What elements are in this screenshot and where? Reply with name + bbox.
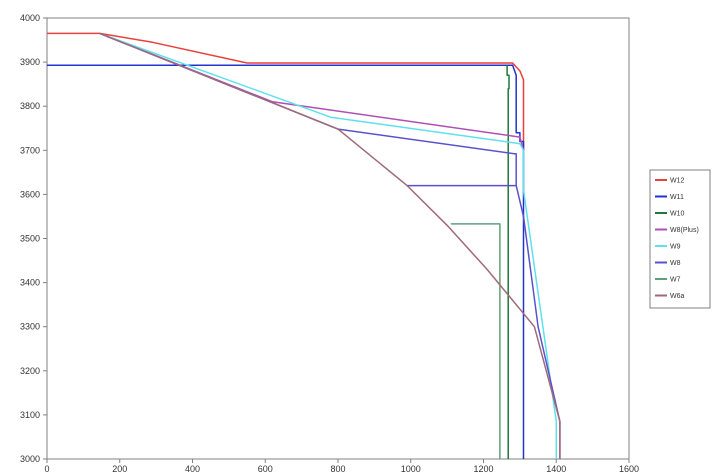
legend-label-w6a: W6a: [670, 293, 685, 300]
legend-label-w8: W8: [670, 260, 681, 267]
x-tick-label: 400: [185, 464, 200, 474]
x-tick-label: 1600: [619, 464, 639, 474]
x-tick-label: 200: [112, 464, 127, 474]
y-tick-label: 3600: [20, 189, 40, 199]
x-tick-label: 1200: [473, 464, 493, 474]
plot-area: [46, 17, 630, 460]
y-tick-label: 3200: [20, 366, 40, 376]
legend-box: [649, 169, 711, 309]
legend-label-w7: W7: [670, 277, 681, 284]
legend: W12 W11 W10 W8(Plus) W9 W8 W7 W6a: [649, 169, 711, 309]
legend-label-w11: W11: [670, 194, 684, 201]
x-tick-label: 0: [44, 464, 49, 474]
series-line-w10: [506, 65, 510, 459]
series-line-w9: [99, 32, 558, 459]
series-line-w6a: [99, 32, 561, 459]
axis-ticks: 3000 3100 3200 3300 3400 3500 3600 3700 3800 3900…: [20, 13, 639, 474]
series-line-w7: [450, 223, 501, 459]
x-tick-label: 600: [258, 464, 273, 474]
series-line-w11: [47, 64, 525, 459]
y-tick-label: 4000: [20, 13, 40, 23]
legend-label-w10: W10: [670, 211, 685, 218]
series-line-w12: [47, 32, 525, 151]
x-tick-label: 800: [330, 464, 345, 474]
y-tick-label: 3900: [20, 57, 40, 67]
y-tick-label: 3800: [20, 101, 40, 111]
y-tick-label: 3100: [20, 410, 40, 420]
y-tick-label: 3500: [20, 234, 40, 244]
y-tick-label: 3000: [20, 454, 40, 464]
y-tick-label: 3300: [20, 322, 40, 332]
series-lines: [47, 32, 561, 459]
legend-label-w12: W12: [670, 178, 685, 185]
legend-label-w8-plus: W8(Plus): [670, 227, 699, 234]
y-tick-label: 3700: [20, 145, 40, 155]
chart-frame: [46, 17, 630, 460]
legend-label-w9: W9: [670, 244, 681, 251]
y-tick-label: 3400: [20, 278, 40, 288]
x-tick-label: 1400: [546, 464, 566, 474]
x-tick-label: 1000: [401, 464, 421, 474]
